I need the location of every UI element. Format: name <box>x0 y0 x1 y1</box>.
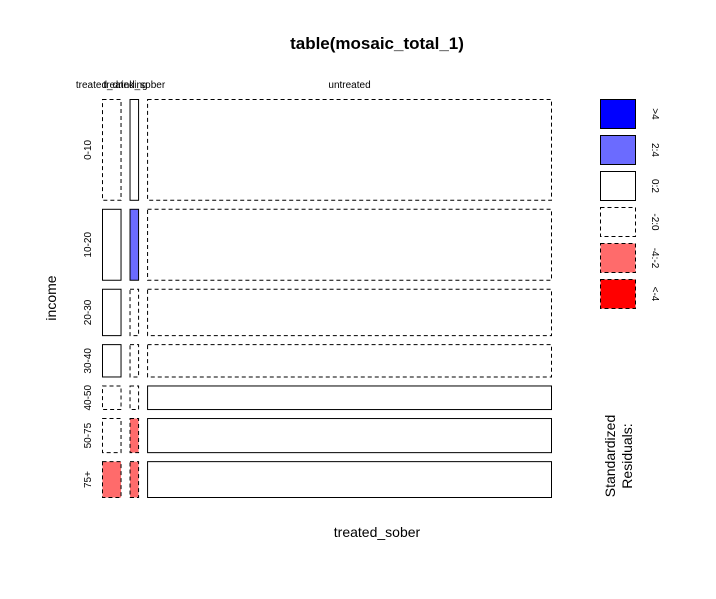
cell-treated-sober-10-20 <box>129 208 140 281</box>
chart-title: table(mosaic_total_1) <box>290 34 464 53</box>
cell-treated-drinking-50-75 <box>102 418 122 454</box>
legend-swatch-4 <box>600 279 636 309</box>
legend-label-2-4: 2:4 <box>649 143 660 157</box>
y-axis-title: income <box>43 275 59 320</box>
cell-untreated-50-75 <box>147 418 552 454</box>
cell-untreated-0-10 <box>147 99 552 201</box>
x-tick-label-treated-drinking: treated_drinking <box>76 80 148 91</box>
y-tick-label-40-50: 40-50 <box>83 385 94 411</box>
cell-untreated-10-20 <box>147 208 552 281</box>
cell-treated-drinking-75 <box>102 461 122 498</box>
cell-treated-drinking-10-20 <box>102 208 122 281</box>
y-tick-label-30-40: 30-40 <box>83 348 94 374</box>
x-tick-label-treated-sober: treated_sober <box>103 80 165 91</box>
legend-label-4: <-4 <box>649 287 660 302</box>
legend-swatch-0-2 <box>600 171 636 201</box>
cell-untreated-40-50 <box>147 385 552 411</box>
y-tick-labels: 0-10 10-20 20-30 30-40 40-50 50-75 75+ <box>83 139 94 488</box>
cell-untreated-20-30 <box>147 288 552 337</box>
legend-swatch-2-0 <box>600 207 636 237</box>
legend-title: Standardized Residuals: <box>602 415 635 498</box>
y-tick-label-75: 75+ <box>83 471 94 488</box>
legend-label-0-2: 0:2 <box>649 179 660 193</box>
mosaic-cells <box>102 99 552 498</box>
legend-swatch-4-2 <box>600 243 636 273</box>
legend-swatch-4 <box>600 99 636 129</box>
cell-treated-sober-0-10 <box>129 99 140 201</box>
y-tick-label-0-10: 0-10 <box>83 139 94 159</box>
x-tick-label-untreated: untreated <box>328 80 370 91</box>
cell-treated-drinking-20-30 <box>102 288 122 337</box>
y-tick-label-20-30: 20-30 <box>83 299 94 325</box>
cell-treated-drinking-40-50 <box>102 385 122 411</box>
legend-swatch-2-4 <box>600 135 636 165</box>
legend-label-4-2: -4:-2 <box>649 248 660 269</box>
y-tick-label-50-75: 50-75 <box>83 422 94 448</box>
cell-treated-drinking-0-10 <box>102 99 122 201</box>
cell-untreated-75 <box>147 461 552 498</box>
legend-label-4: >4 <box>649 108 660 120</box>
legend-title-line-2: Residuals: <box>619 423 635 488</box>
cell-treated-sober-40-50 <box>129 385 140 411</box>
cell-treated-sober-20-30 <box>129 288 140 337</box>
cell-treated-drinking-30-40 <box>102 344 122 378</box>
cell-untreated-30-40 <box>147 344 552 378</box>
x-axis-title: treated_sober <box>334 524 421 540</box>
cell-treated-sober-50-75 <box>129 418 140 454</box>
cell-treated-sober-75 <box>129 461 140 498</box>
cell-treated-sober-30-40 <box>129 344 140 378</box>
legend: >4 2:4 0:2 -2:0 -4:-2 <-4 <box>600 99 660 309</box>
y-tick-label-10-20: 10-20 <box>83 232 94 258</box>
legend-label-2-0: -2:0 <box>649 213 660 231</box>
legend-title-line-1: Standardized <box>602 415 618 498</box>
